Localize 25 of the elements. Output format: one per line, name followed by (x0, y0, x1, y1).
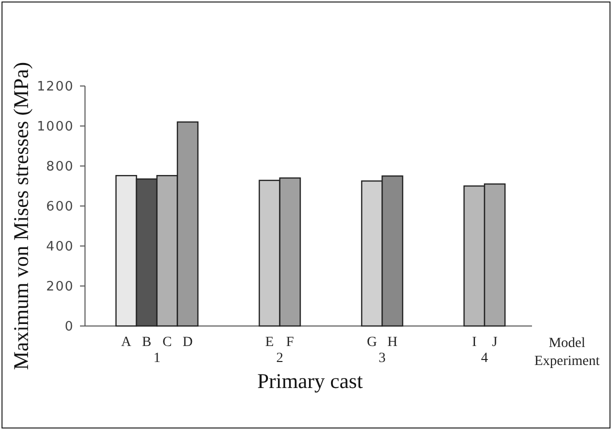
y-tick-label: 600 (46, 200, 74, 215)
x-tick-label: G (366, 335, 377, 350)
y-tick-label: 400 (46, 240, 74, 255)
x-tick-label: H (387, 335, 398, 350)
x-axis-title: Primary cast (257, 369, 363, 393)
text: 3 (378, 351, 386, 366)
y-tick-label: 0 (64, 320, 74, 335)
y-tick-label: 200 (46, 280, 74, 295)
text: 2 (276, 351, 284, 366)
x-tick-label: F (286, 335, 294, 350)
text: Experiment (534, 354, 600, 369)
text: Model (548, 336, 586, 351)
x-tick-label: C (162, 335, 172, 350)
x-tick-label: J (492, 335, 498, 350)
y-tick-label: 800 (46, 160, 74, 175)
x-tick-label: E (265, 335, 274, 350)
x-tick-label: D (182, 335, 193, 350)
x-tick-label: A (121, 335, 132, 350)
y-axis-title: Maximum von Mises stresses (MPa) (9, 62, 33, 370)
x-tick-label: B (142, 335, 152, 350)
x-tick-label: I (472, 335, 477, 350)
y-tick-label: 1000 (36, 120, 74, 135)
y-tick-label: 1200 (36, 80, 74, 95)
text: 1 (153, 351, 160, 366)
text: 4 (481, 351, 488, 366)
